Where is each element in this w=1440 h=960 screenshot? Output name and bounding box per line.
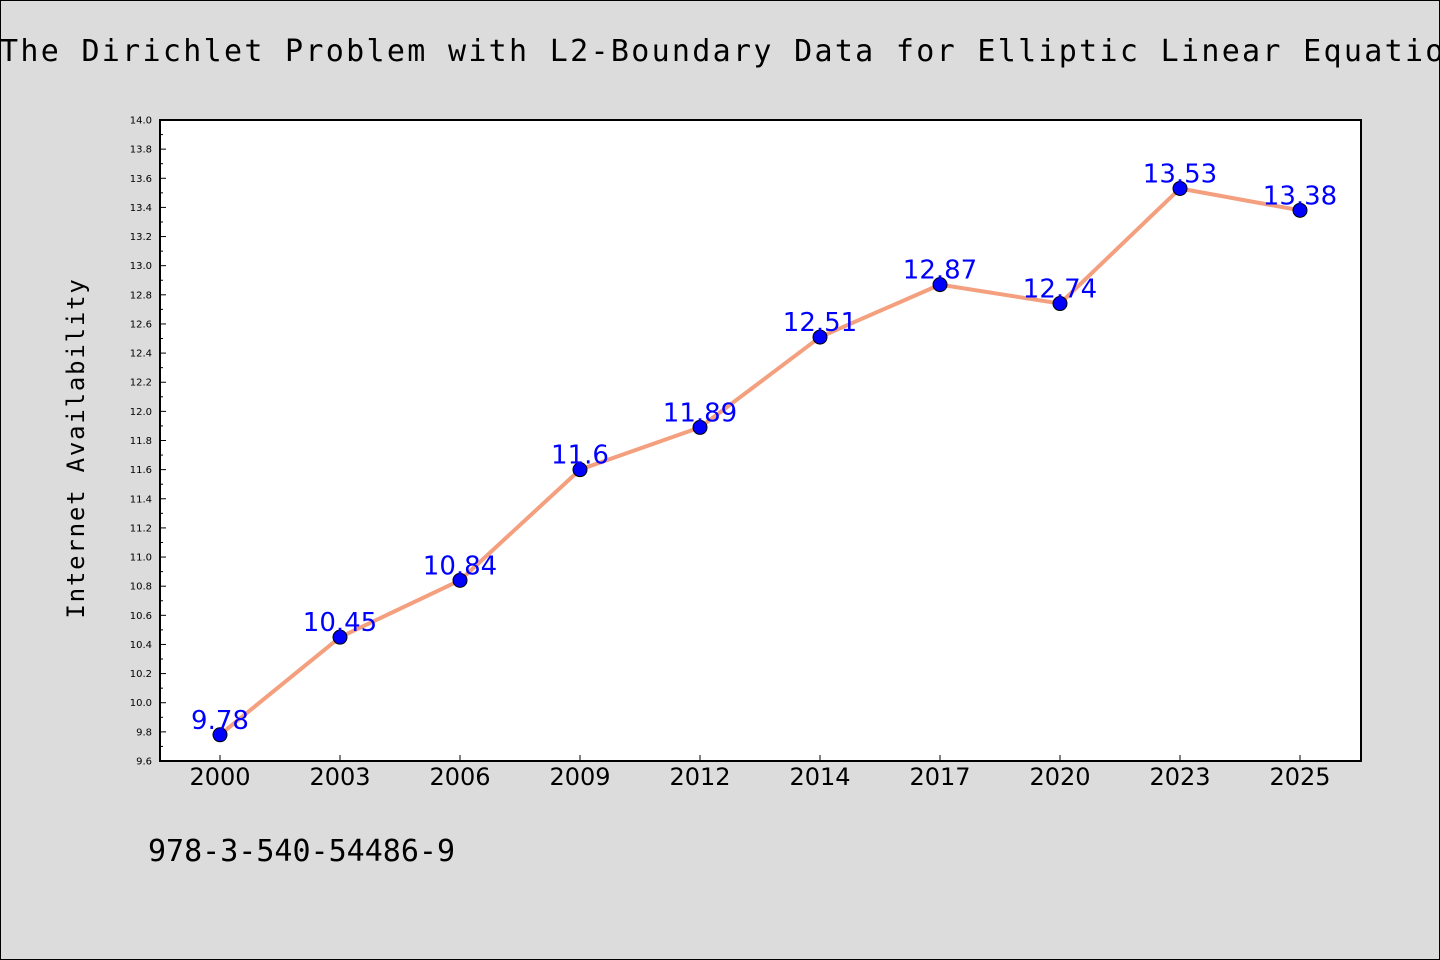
- data-point: [1172, 180, 1188, 196]
- y-tick-label: 11.6: [130, 465, 152, 476]
- data-label: 10.45: [303, 608, 377, 638]
- y-tick-label: 13.6: [130, 174, 152, 185]
- y-tick-label: 10.6: [130, 611, 152, 622]
- y-tick-label: 10.2: [130, 669, 152, 680]
- data-labels-layer: 9.78 10.45 10.84 11.6 11.89 12.51 12.87 12.74 13…: [191, 159, 1337, 735]
- y-tick-label: 10.4: [130, 640, 152, 651]
- y-tick-label: 12.8: [130, 290, 152, 301]
- data-label: 11.6: [551, 441, 609, 471]
- y-tick-label: 10.8: [130, 582, 152, 593]
- x-tick-label: 2006: [429, 763, 490, 791]
- data-label: 12.51: [783, 308, 857, 338]
- y-tick-label: 11.2: [130, 523, 152, 534]
- y-tick-label: 14.0: [130, 116, 152, 127]
- x-tick-label: 2020: [1029, 763, 1090, 791]
- x-tick-label: 2000: [189, 763, 250, 791]
- data-label: 12.74: [1023, 275, 1097, 305]
- x-tick-label: 2012: [669, 763, 730, 791]
- y-tick-label: 11.4: [130, 494, 152, 505]
- data-point: [452, 572, 468, 588]
- x-tick-label: 2014: [789, 763, 850, 791]
- x-tick-label: 2009: [549, 763, 610, 791]
- data-point: [1292, 202, 1308, 218]
- data-label: 11.89: [663, 398, 737, 428]
- plot-border: [159, 119, 1362, 762]
- y-tick-label: 12.6: [130, 319, 152, 330]
- x-tick-label: 2003: [309, 763, 370, 791]
- data-point: [572, 462, 588, 478]
- x-tick-label: 2025: [1269, 763, 1330, 791]
- y-tick-label: 12.4: [130, 349, 152, 360]
- y-tick-label: 13.4: [130, 203, 152, 214]
- y-tick-label: 11.0: [130, 553, 152, 564]
- y-axis: 9.6 9.8 10.0 10.2 10.4 10.6 10.8 11.0 11.2 11.4 11…: [130, 116, 166, 768]
- data-point: [812, 329, 828, 345]
- data-label: 13.53: [1143, 159, 1217, 189]
- series-layer: [212, 180, 1308, 743]
- y-tick-label: 11.8: [130, 436, 152, 447]
- plot-area: [160, 120, 1361, 761]
- data-label: 10.84: [423, 551, 497, 581]
- data-point: [212, 727, 228, 743]
- data-point: [332, 629, 348, 645]
- chart-title: The Dirichlet Problem with L2-Boundary D…: [0, 34, 1440, 69]
- data-point: [692, 419, 708, 435]
- data-point: [1052, 296, 1068, 312]
- footer-isbn: 978-3-540-54486-9: [148, 834, 456, 869]
- y-tick-label: 13.8: [130, 145, 152, 156]
- data-label: 9.78: [191, 706, 249, 736]
- data-label: 12.87: [903, 256, 977, 286]
- y-tick-label: 10.0: [130, 698, 152, 709]
- data-label: 13.38: [1263, 181, 1337, 211]
- x-axis: 2000 2003 2006 2009 2012 2014 2017 2020 2023 2025: [189, 755, 1331, 791]
- y-tick-label: 13.0: [130, 261, 152, 272]
- y-tick-label: 12.2: [130, 378, 152, 389]
- y-tick-label: 13.2: [130, 232, 152, 243]
- y-tick-label: 12.0: [130, 407, 152, 418]
- series-line: [218, 186, 1302, 737]
- y-tick-label: 9.6: [136, 757, 152, 768]
- data-point: [932, 277, 948, 293]
- x-tick-label: 2023: [1149, 763, 1210, 791]
- y-tick-label: 9.8: [136, 727, 152, 738]
- x-tick-label: 2017: [909, 763, 970, 791]
